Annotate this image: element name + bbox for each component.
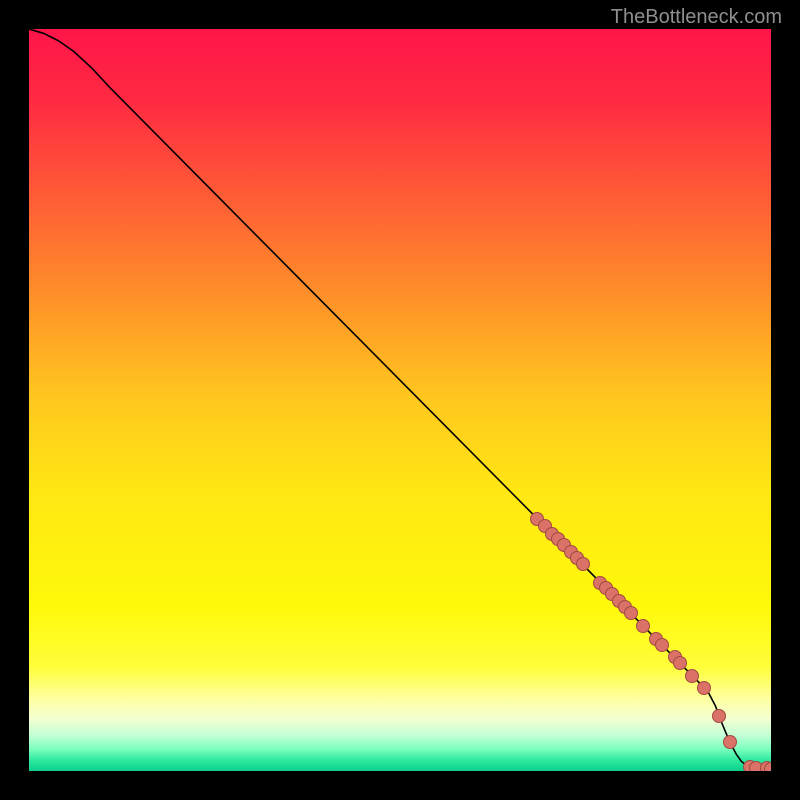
data-marker	[764, 762, 771, 771]
data-marker	[723, 735, 737, 749]
watermark-text: TheBottleneck.com	[611, 6, 782, 29]
data-marker	[697, 681, 711, 695]
data-marker	[673, 656, 687, 670]
data-marker	[655, 638, 669, 652]
data-marker	[624, 606, 638, 620]
data-marker	[712, 709, 726, 723]
plot-area	[29, 29, 771, 771]
data-marker	[576, 557, 590, 571]
bottleneck-curve	[29, 29, 771, 769]
data-marker	[685, 669, 699, 683]
data-marker	[636, 619, 650, 633]
curve-layer	[29, 29, 771, 771]
